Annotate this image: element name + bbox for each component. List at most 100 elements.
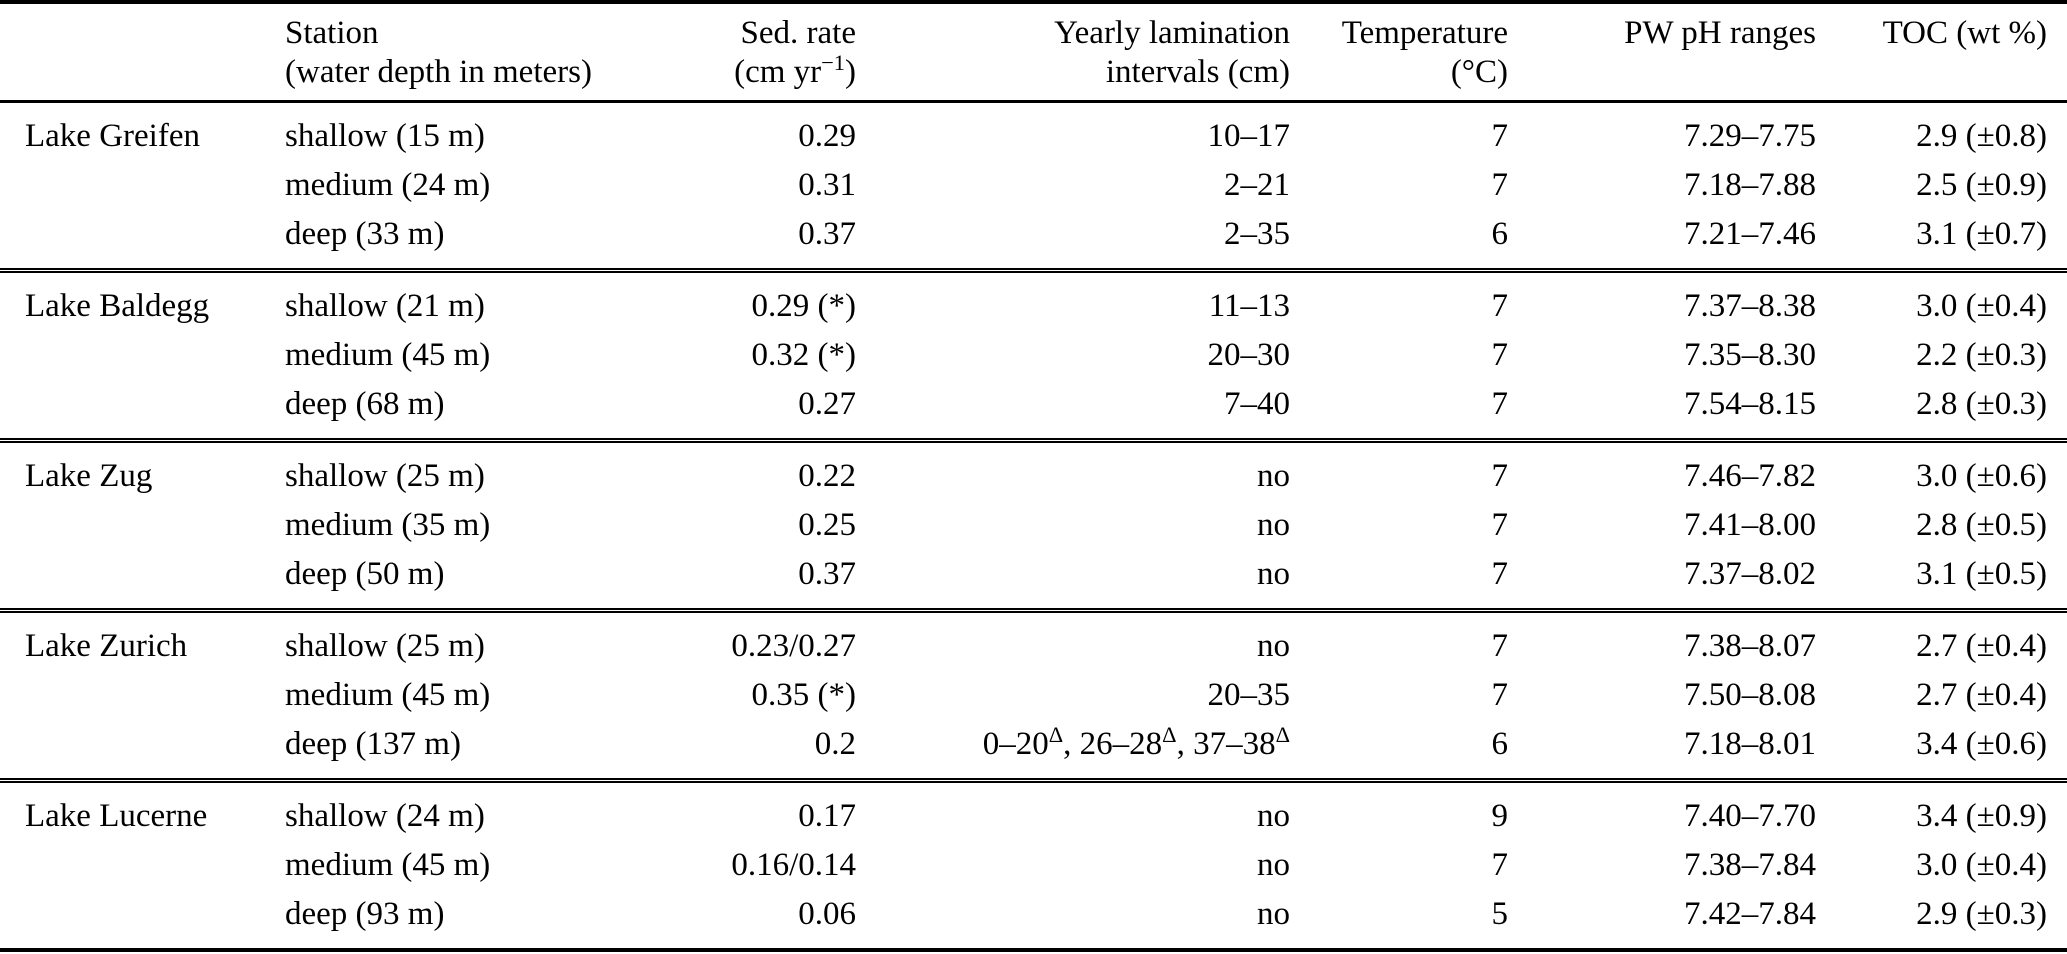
lake-name-cell: Lake Lucerne	[25, 798, 208, 834]
header-temperature-line1: Temperature	[1341, 15, 1508, 51]
lake-name-cell	[0, 161, 280, 210]
temperature-cell: 7	[1491, 167, 1509, 203]
table-row: Lake Greifen shallow (15 m) 0.29 10–17 7…	[0, 102, 2067, 162]
sed-rate-cell: 0.37	[798, 556, 856, 592]
sed-rate-cell: 0.25	[798, 507, 856, 543]
lamination-cell: 20–30	[1207, 337, 1291, 373]
sed-rate-cell: 0.17	[798, 798, 856, 834]
temperature-cell: 7	[1491, 337, 1509, 373]
header-row: Station (water depth in meters) Sed. rat…	[0, 2, 2067, 102]
lake-name-cell	[0, 210, 280, 271]
table-row: medium (45 m) 0.35 (*) 20–35 7 7.50–8.08…	[0, 671, 2067, 720]
header-sed-rate-line2: (cm yr−1)	[734, 50, 856, 90]
toc-cell: 3.4 (±0.9)	[1916, 798, 2047, 834]
lamination-cell: 2–35	[1224, 216, 1290, 252]
group-lake-greifen: Lake Greifen shallow (15 m) 0.29 10–17 7…	[0, 102, 2067, 271]
sed-rate-cell: 0.16/0.14	[731, 847, 856, 883]
header-station-line2: (water depth in meters)	[285, 54, 592, 90]
station-cell: shallow (25 m)	[285, 628, 485, 664]
table-row: medium (24 m) 0.31 2–21 7 7.18–7.88 2.5 …	[0, 161, 2067, 210]
toc-cell: 2.5 (±0.9)	[1916, 167, 2047, 203]
lamination-cell: 20–35	[1207, 677, 1291, 713]
lake-name-cell: Lake Baldegg	[25, 288, 210, 324]
table-row: Lake Zug shallow (25 m) 0.22 no 7 7.46–7…	[0, 441, 2067, 502]
header-sed-rate: Sed. rate (cm yr−1)	[660, 2, 870, 102]
ph-range-cell: 7.35–8.30	[1684, 337, 1816, 373]
station-cell: shallow (15 m)	[285, 118, 485, 154]
lake-name-cell: Lake Zug	[25, 458, 153, 494]
header-lamination: Yearly lamination intervals (cm)	[870, 2, 1300, 102]
toc-cell: 2.8 (±0.5)	[1916, 507, 2047, 543]
group-lake-zug: Lake Zug shallow (25 m) 0.22 no 7 7.46–7…	[0, 440, 2067, 611]
sed-rate-cell: 0.29 (*)	[751, 288, 856, 324]
lamination-cell: 2–21	[1224, 167, 1290, 203]
toc-cell: 2.9 (±0.8)	[1916, 118, 2047, 154]
toc-cell: 3.1 (±0.5)	[1916, 556, 2047, 592]
table-row: Lake Lucerne shallow (24 m) 0.17 no 9 7.…	[0, 781, 2067, 842]
station-cell: deep (68 m)	[285, 386, 445, 422]
station-cell: shallow (25 m)	[285, 458, 485, 494]
ph-range-cell: 7.42–7.84	[1684, 896, 1816, 932]
table-row: deep (33 m) 0.37 2–35 6 7.21–7.46 3.1 (±…	[0, 210, 2067, 271]
ph-range-cell: 7.41–8.00	[1684, 507, 1816, 543]
ph-range-cell: 7.38–7.84	[1684, 847, 1816, 883]
lake-name-cell	[0, 501, 280, 550]
station-cell: shallow (21 m)	[285, 288, 485, 324]
table-row: deep (93 m) 0.06 no 5 7.42–7.84 2.9 (±0.…	[0, 890, 2067, 950]
ph-range-cell: 7.50–8.08	[1684, 677, 1816, 713]
header-ph-ranges-line1: PW pH ranges	[1624, 15, 1816, 51]
lamination-cell: no	[1257, 847, 1290, 883]
toc-cell: 3.4 (±0.6)	[1916, 726, 2047, 762]
temperature-cell: 7	[1491, 386, 1509, 422]
table-row: Lake Baldegg shallow (21 m) 0.29 (*) 11–…	[0, 271, 2067, 332]
table-row: medium (45 m) 0.16/0.14 no 7 7.38–7.84 3…	[0, 841, 2067, 890]
station-cell: deep (33 m)	[285, 216, 445, 252]
table-header: Station (water depth in meters) Sed. rat…	[0, 2, 2067, 102]
header-temperature: Temperature (°C)	[1300, 2, 1540, 102]
table-row: deep (137 m) 0.2 0–20Δ, 26–28Δ, 37–38Δ 6…	[0, 720, 2067, 781]
lake-name-cell	[0, 380, 280, 441]
header-ph-ranges: PW pH ranges	[1540, 2, 1830, 102]
temperature-cell: 7	[1491, 677, 1509, 713]
station-cell: deep (50 m)	[285, 556, 445, 592]
table-row: deep (68 m) 0.27 7–40 7 7.54–8.15 2.8 (±…	[0, 380, 2067, 441]
ph-range-cell: 7.37–8.38	[1684, 288, 1816, 324]
header-toc-line1: TOC (wt %)	[1882, 15, 2047, 51]
lake-name-cell	[0, 841, 280, 890]
ph-range-cell: 7.18–7.88	[1684, 167, 1816, 203]
station-cell: medium (35 m)	[285, 507, 491, 543]
table-row: medium (35 m) 0.25 no 7 7.41–8.00 2.8 (±…	[0, 501, 2067, 550]
station-cell: medium (45 m)	[285, 847, 491, 883]
group-lake-lucerne: Lake Lucerne shallow (24 m) 0.17 no 9 7.…	[0, 780, 2067, 951]
sed-rate-cell: 0.06	[798, 896, 856, 932]
ph-range-cell: 7.38–8.07	[1684, 628, 1816, 664]
header-station: Station (water depth in meters)	[280, 2, 660, 102]
sed-rate-cell: 0.2	[814, 726, 856, 762]
temperature-cell: 6	[1491, 216, 1509, 252]
sed-rate-cell: 0.32 (*)	[751, 337, 856, 373]
lake-name-cell	[0, 890, 280, 950]
lake-name-cell	[0, 331, 280, 380]
temperature-cell: 7	[1491, 458, 1509, 494]
station-cell: deep (137 m)	[285, 726, 461, 762]
sed-rate-cell: 0.31	[798, 167, 856, 203]
lamination-cell: no	[1257, 507, 1290, 543]
toc-cell: 3.0 (±0.4)	[1916, 288, 2047, 324]
lamination-cell: no	[1257, 896, 1290, 932]
station-cell: medium (45 m)	[285, 337, 491, 373]
header-lamination-line1: Yearly lamination	[1054, 15, 1290, 51]
sed-rate-cell: 0.23/0.27	[731, 628, 856, 664]
lamination-cell: no	[1257, 556, 1290, 592]
table-row: Lake Zurich shallow (25 m) 0.23/0.27 no …	[0, 611, 2067, 672]
lamination-cell: 10–17	[1207, 118, 1291, 154]
group-lake-baldegg: Lake Baldegg shallow (21 m) 0.29 (*) 11–…	[0, 270, 2067, 441]
temperature-cell: 7	[1491, 847, 1509, 883]
temperature-cell: 5	[1491, 896, 1509, 932]
ph-range-cell: 7.21–7.46	[1684, 216, 1816, 252]
temperature-cell: 7	[1491, 556, 1509, 592]
sed-rate-cell: 0.37	[798, 216, 856, 252]
lamination-cell: no	[1257, 628, 1290, 664]
lamination-cell: 7–40	[1224, 386, 1290, 422]
temperature-cell: 7	[1491, 628, 1509, 664]
